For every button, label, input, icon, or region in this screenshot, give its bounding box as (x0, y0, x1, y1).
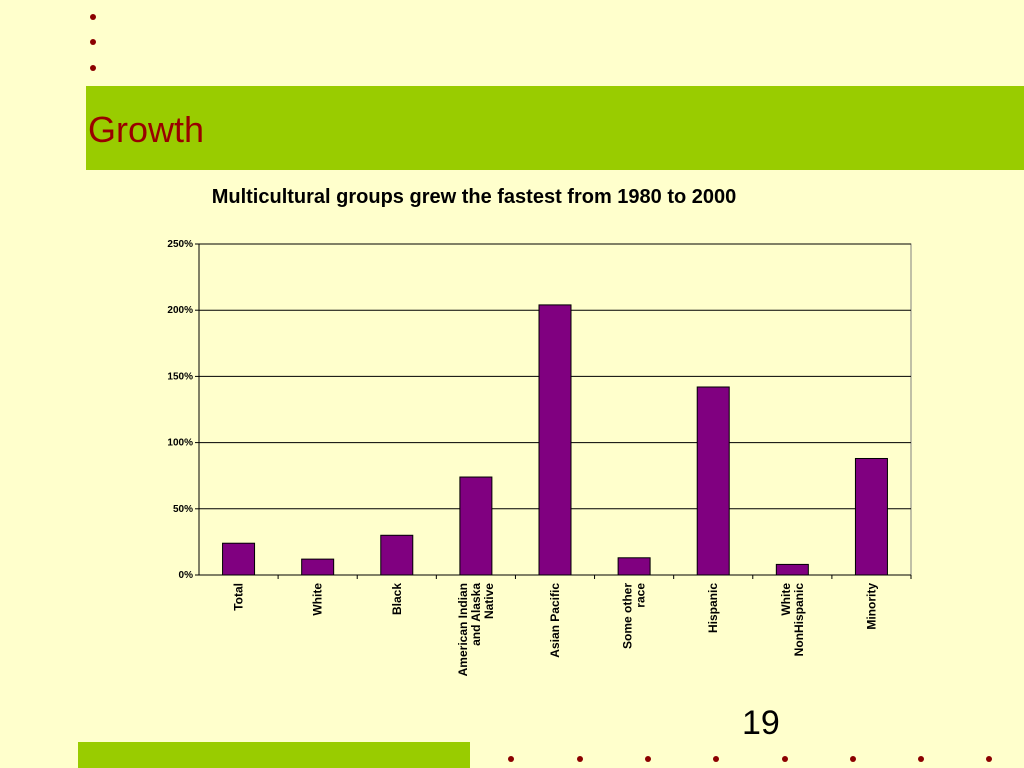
bullet-dot (508, 756, 514, 762)
x-category-label: Minority (864, 583, 878, 630)
footer-bar (78, 742, 470, 768)
x-category-label: Hispanic (706, 583, 720, 633)
y-tick-label: 50% (173, 504, 193, 515)
bar (222, 542, 256, 576)
x-category-label-line: Black (390, 583, 404, 615)
x-category-label: Total (232, 583, 246, 611)
bullet-dot (918, 756, 924, 762)
bullet-dot (90, 14, 96, 20)
chart-title: Multicultural groups grew the fastest fr… (211, 186, 737, 208)
x-category-label-line: and Alaska (469, 583, 483, 646)
bar (617, 557, 651, 576)
y-tick-label: 0% (179, 570, 194, 581)
x-category-label-line: Minority (864, 583, 878, 630)
page-number: 19 (742, 704, 780, 742)
x-category-label: WhiteNonHispanic (779, 583, 806, 657)
bar (301, 558, 335, 576)
bar (696, 386, 730, 576)
x-category-label-line: Hispanic (706, 583, 720, 633)
bullet-dot (645, 756, 651, 762)
x-category-label-line: Some other (621, 583, 635, 649)
bullet-dot (90, 39, 96, 45)
bar (538, 304, 572, 576)
x-category-label: American Indianand AlaskaNative (456, 583, 496, 677)
bullet-dot (850, 756, 856, 762)
bullet-dot (577, 756, 583, 762)
x-category-label-line: White (311, 583, 325, 616)
bullet-dot (986, 756, 992, 762)
bullet-dot (90, 65, 96, 71)
y-tick-label: 250% (167, 239, 193, 250)
x-category-label: White (311, 583, 325, 616)
bar (854, 457, 888, 576)
y-tick-label: 100% (167, 438, 193, 449)
y-tick-label: 200% (167, 305, 193, 316)
slide-title: Growth (88, 109, 205, 150)
x-category-label-line: NonHispanic (792, 583, 806, 657)
x-category-label: Black (390, 583, 404, 615)
x-category-label-line: American Indian (456, 583, 470, 676)
bullet-dot (713, 756, 719, 762)
x-category-label-line: Asian Pacific (548, 583, 562, 658)
x-category-label-line: White (779, 583, 793, 616)
x-category-label-line: Total (232, 583, 246, 611)
bar (380, 534, 414, 576)
x-category-label: Some otherrace (621, 583, 648, 649)
bar (775, 563, 809, 576)
bullet-dot (782, 756, 788, 762)
y-tick-label: 150% (167, 371, 193, 382)
x-category-label: Asian Pacific (548, 583, 562, 658)
bar (459, 476, 493, 576)
x-category-label-line: race (634, 583, 648, 608)
x-category-label-line: Native (482, 583, 496, 619)
title-band (86, 86, 1024, 170)
